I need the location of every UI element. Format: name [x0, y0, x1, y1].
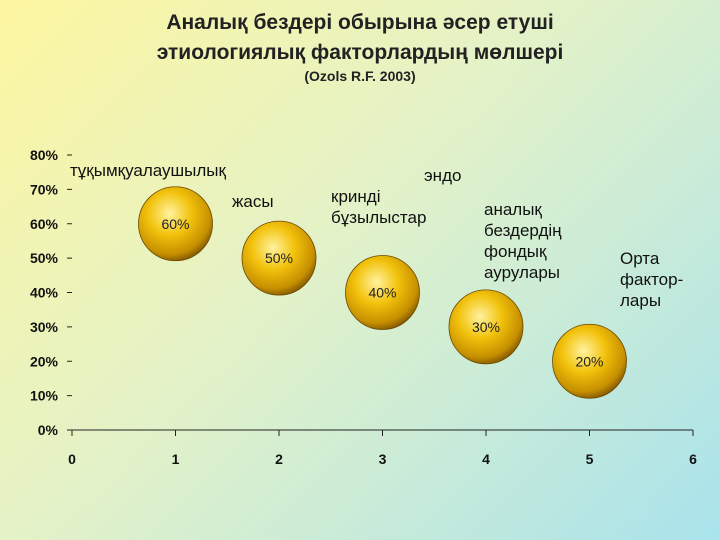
y-tick-label: 20% [30, 353, 59, 369]
annotation-background-line-4: аурулары [484, 263, 561, 282]
bubble-label: 60% [161, 216, 189, 232]
bubble [345, 255, 420, 330]
annotation-background-line-2: бездердің [484, 221, 562, 240]
annotation-endocrine-line-3: бұзылыстар [331, 208, 427, 227]
annotation-age-line-1: жасы [232, 192, 274, 211]
x-tick-label: 1 [172, 451, 180, 467]
annotation-heredity: тұқымқуалаушылық [70, 160, 226, 181]
x-tick-label: 0 [68, 451, 76, 467]
annotation-endocrine-top: эндо [424, 165, 461, 186]
bubble-label: 20% [575, 353, 603, 369]
bubble-label: 30% [472, 319, 500, 335]
y-tick-label: 60% [30, 216, 59, 232]
annotation-endocrine-line-1: эндо [424, 166, 462, 185]
y-tick-label: 10% [30, 388, 59, 404]
y-tick-label: 30% [30, 319, 59, 335]
annotation-environment-line-2: фактор- [620, 270, 684, 289]
bubble-label: 50% [265, 250, 293, 266]
annotation-heredity-line-1: тұқымқуалаушылық [70, 161, 226, 180]
annotation-environment-line-3: лары [620, 291, 662, 310]
chart-title: Аналық бездері обырына әсер етуші этиоло… [0, 8, 720, 68]
y-tick-label: 50% [30, 250, 59, 266]
bubble [448, 289, 524, 365]
bubble-label: 40% [368, 285, 396, 301]
annotation-background-line-3: фондық [484, 242, 547, 261]
annotation-background-diseases: аналық бездердің фондық аурулары [484, 199, 562, 283]
bubble [552, 323, 627, 399]
annotation-endocrine-line-2: кринді [331, 187, 381, 206]
title-line-2: этиологиялық факторлардың мөлшері [156, 41, 564, 64]
annotation-background-line-1: аналық [484, 200, 542, 219]
y-tick-label: 0% [38, 422, 59, 438]
x-tick-label: 2 [275, 451, 283, 467]
annotation-environment-line-1: Орта [620, 249, 660, 268]
x-tick-label: 4 [482, 451, 490, 467]
y-tick-label: 70% [30, 181, 59, 197]
chart-axes: 0% 10% 20% 30% 40% 50% 60% 70% 80% 0 1 2 3 4 5 6 [30, 147, 697, 467]
annotation-age: жасы [232, 191, 274, 212]
annotation-environment: Орта фактор- лары [620, 248, 683, 311]
x-tick-label: 5 [586, 451, 594, 467]
y-tick-label: 80% [30, 147, 59, 163]
annotation-endocrine: кринді бұзылыстар [331, 186, 426, 228]
bubble [241, 220, 317, 296]
bubble [138, 186, 213, 262]
x-tick-label: 3 [379, 451, 387, 467]
chart-bubbles: 60% 50% 40% 30% 20% [138, 186, 627, 399]
x-tick-label: 6 [689, 451, 697, 467]
y-tick-label: 40% [30, 285, 59, 301]
title-line-1: Аналық бездері обырына әсер етуші [166, 11, 554, 34]
chart-subtitle: (Ozols R.F. 2003) [304, 68, 416, 84]
